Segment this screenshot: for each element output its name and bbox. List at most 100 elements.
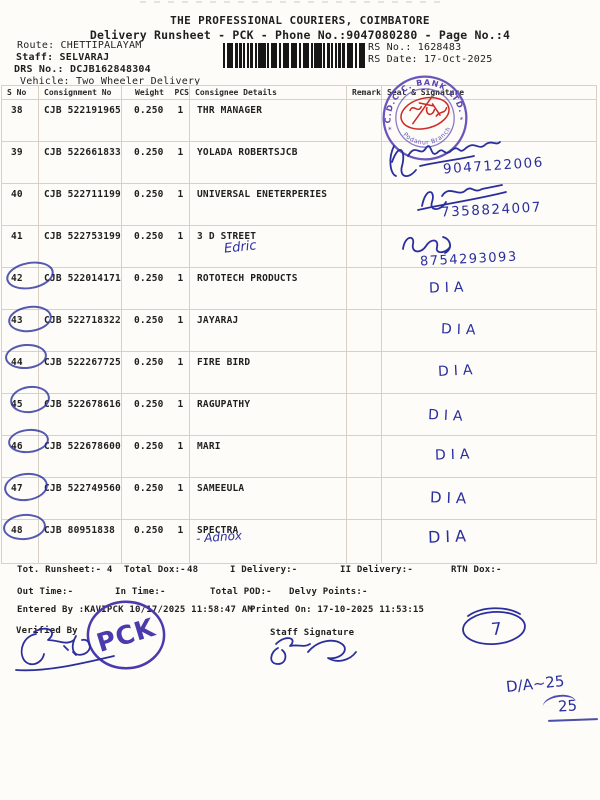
table-row: 42 CJB 522014171 0.250 1 ROTOTECH PRODUCTS	[1, 267, 597, 310]
tally-flourish	[467, 607, 521, 617]
cell-consignee: UNIVERSAL ENETERPERIES	[189, 183, 347, 226]
cell-remarks	[346, 519, 382, 564]
total-pod: Total POD:-	[210, 587, 272, 597]
table-row: 38 CJB 522191965 0.250 1 THR MANAGER	[1, 99, 597, 142]
consignee-signature-row40	[417, 184, 507, 211]
cell-weight: 0.250	[121, 267, 174, 310]
scan-artifact	[140, 1, 440, 3]
table-row: 47 CJB 522749560 0.250 1 SAMEEULA	[1, 477, 597, 520]
cell-remarks	[346, 183, 382, 226]
route-line: Route: CHETTIPALAYAM	[17, 40, 142, 51]
cell-seal	[381, 435, 597, 478]
cell-consignee: FIRE BIRD	[189, 351, 347, 394]
total-runsheet: Tot. Runsheet:- 4	[17, 565, 113, 575]
cell-remarks	[346, 99, 382, 142]
cell-weight: 0.250	[121, 435, 174, 478]
consignment-table-body: 38 CJB 522191965 0.250 1 THR MANAGER 39 CJB 52…	[1, 99, 597, 564]
dia-mark-row48: DIA	[427, 526, 472, 547]
cell-weight: 0.250	[121, 309, 174, 352]
consignee-signature-row41	[402, 236, 451, 254]
cell-pcs: 1	[173, 267, 190, 310]
header-pcs: PCS	[173, 85, 190, 100]
cell-seal	[381, 225, 597, 268]
pck-office-stamp: PCK	[86, 600, 166, 670]
cell-seal	[381, 141, 597, 184]
consignment-table: S No Consignment No Weight PCS Consignee…	[1, 85, 597, 564]
dia-mark-row47: DIA	[429, 488, 472, 508]
cell-remarks	[346, 141, 382, 184]
verified-by-label: Verified By	[16, 626, 78, 636]
header-sno: S No	[1, 85, 39, 100]
printed-on: Printed On: 17-10-2025 11:53:15	[250, 605, 425, 615]
cell-remarks	[346, 351, 382, 394]
cell-pcs: 1	[173, 519, 190, 564]
cell-pcs: 1	[173, 99, 190, 142]
cell-consignee: SPECTRA	[189, 519, 347, 564]
cell-seal	[381, 183, 597, 226]
cell-consignment: CJB 522678600	[38, 435, 122, 478]
cell-consignment: CJB 522711199	[38, 183, 122, 226]
i-delivery: I Delivery:-	[230, 565, 298, 575]
entered-by: Entered By :KAVIPCK 10/17/2025 11:58:47 …	[17, 605, 253, 615]
cell-seal	[381, 267, 597, 310]
pck-stamp-ring	[86, 600, 166, 670]
dia-mark-row45: DIA	[427, 406, 468, 426]
cell-weight: 0.250	[121, 99, 174, 142]
verified-by-signature	[15, 627, 115, 672]
cell-remarks	[346, 393, 382, 436]
table-row: 46 CJB 522678600 0.250 1 MARI	[1, 435, 597, 478]
table-row: 48 CJB 80951838 0.250 1 SPECTRA	[1, 519, 597, 564]
vehicle-line: Vehicle: Two Wheeler Delivery	[20, 76, 201, 87]
table-row: 40 CJB 522711199 0.250 1 UNIVERSAL ENETERPER…	[1, 183, 597, 226]
cell-remarks	[346, 309, 382, 352]
dia-mark-row44: DIA	[437, 361, 478, 381]
cell-remarks	[346, 267, 382, 310]
dia-mark-row46: DIA	[434, 446, 475, 464]
cell-consignee: SAMEEULA	[189, 477, 347, 520]
cell-remarks	[346, 477, 382, 520]
da-count-note: D/A~25	[505, 671, 566, 697]
header-remarks: Remarks	[346, 85, 382, 100]
cell-consignee: MARI	[189, 435, 347, 478]
cell-seal	[381, 309, 597, 352]
cell-sno: 48	[1, 519, 39, 564]
cell-seal	[381, 99, 597, 142]
in-time: In Time:-	[115, 587, 166, 597]
stamp-star-right: *	[459, 115, 465, 125]
delvy-points: Delvy Points:-	[289, 587, 368, 597]
cell-pcs: 1	[173, 393, 190, 436]
cell-sno: 39	[1, 141, 39, 184]
rs-barcode	[223, 43, 365, 68]
cell-pcs: 1	[173, 183, 190, 226]
cell-weight: 0.250	[121, 141, 174, 184]
cell-seal	[381, 519, 597, 564]
cell-pcs: 1	[173, 435, 190, 478]
cell-weight: 0.250	[121, 393, 174, 436]
consignee-signature-row39	[389, 141, 501, 177]
staff-line: Staff: SELVARAJ	[16, 52, 110, 63]
cell-remarks	[346, 225, 382, 268]
stamp-star-left: *	[387, 125, 393, 135]
cell-pcs: 1	[173, 141, 190, 184]
table-row: 41 CJB 522753199 0.250 1 3 D STREET	[1, 225, 597, 268]
stamp-outer-ring	[382, 75, 468, 161]
cell-consignment: CJB 80951838	[38, 519, 122, 564]
cell-pcs: 1	[173, 309, 190, 352]
da-underline	[547, 718, 599, 722]
rs-date: RS Date: 17-Oct-2025	[368, 54, 493, 65]
company-title: THE PROFESSIONAL COURIERS, COIMBATORE	[170, 14, 430, 27]
cell-consignee: ROTOTECH PRODUCTS	[189, 267, 347, 310]
cell-consignment: CJB 522678616	[38, 393, 122, 436]
cell-sno: 40	[1, 183, 39, 226]
cell-consignment: CJB 522753199	[38, 225, 122, 268]
cell-weight: 0.250	[121, 351, 174, 394]
cell-consignee: JAYARAJ	[189, 309, 347, 352]
cell-consignee: 3 D STREET	[189, 225, 347, 268]
table-header-row: S No Consignment No Weight PCS Consignee…	[1, 85, 597, 100]
cell-sno: 38	[1, 99, 39, 142]
cell-consignment: CJB 522661833	[38, 141, 122, 184]
rtn-dox: RTN Dox:-	[451, 565, 502, 575]
header-consignee: Consignee Details	[189, 85, 347, 100]
cell-remarks	[346, 435, 382, 478]
